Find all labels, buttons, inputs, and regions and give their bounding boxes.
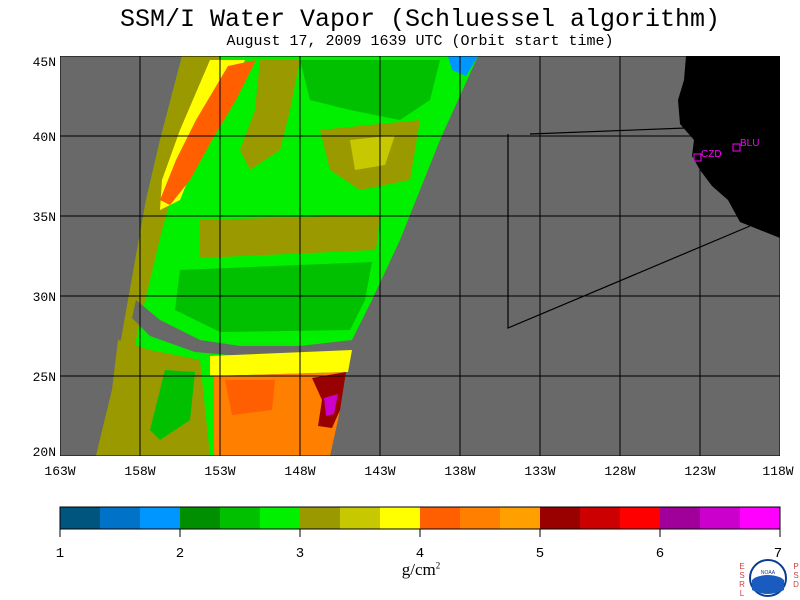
path-line: [529, 127, 687, 135]
colorbar-swatch: [380, 507, 421, 529]
colorbar-swatch: [300, 507, 341, 529]
colorbar-swatch: [740, 507, 781, 529]
station-label-blu: BLU: [740, 138, 759, 149]
colorbar-tick-label: 7: [774, 546, 782, 562]
colorbar-swatch: [580, 507, 621, 529]
colorbar-tick-label: 4: [416, 546, 424, 562]
colorbar-tick-label: 6: [656, 546, 664, 562]
lon-label: 138W: [444, 464, 475, 479]
path-line: [507, 134, 751, 329]
colorbar-swatch: [620, 507, 661, 529]
lon-label: 153W: [204, 464, 235, 479]
lat-label: 25N: [33, 370, 56, 385]
swath-orange-west: [160, 60, 256, 205]
lat-label: 35N: [33, 210, 56, 225]
swath-olive-mid: [240, 60, 300, 170]
lat-label: 30N: [33, 290, 56, 305]
lon-label: 128W: [604, 464, 635, 479]
colorbar-swatch: [60, 507, 101, 529]
noaa-logo: NOAA: [749, 559, 787, 597]
lat-label: 20N: [33, 445, 56, 460]
map-panel: [60, 56, 780, 456]
colorbar-swatch: [340, 507, 381, 529]
land-north-america: [678, 56, 780, 238]
station-marker-czd: [693, 153, 702, 162]
lat-label: 45N: [33, 55, 56, 70]
swath-south-green-strip: [150, 370, 195, 440]
station-label-czd: CZD: [701, 149, 722, 160]
lon-label: 148W: [284, 464, 315, 479]
graticule: [60, 56, 780, 456]
lat-label: 40N: [33, 130, 56, 145]
lon-label: 158W: [124, 464, 155, 479]
lon-label: 163W: [44, 464, 75, 479]
swath-south-magenta: [324, 394, 338, 416]
longitude-labels: 163W 158W 153W 148W 143W 138W 133W 128W …: [44, 464, 793, 479]
swath-yellow-mid: [350, 135, 395, 170]
station-marker-blu: [732, 143, 741, 152]
units-exponent: 2: [435, 560, 441, 571]
colorbar-swatch: [540, 507, 581, 529]
colorbar-tick-label: 3: [296, 546, 304, 562]
lon-label: 133W: [524, 464, 555, 479]
lon-label: 123W: [684, 464, 715, 479]
colorbar-tick-label: 5: [536, 546, 544, 562]
swath-dark-green-north: [300, 60, 440, 120]
colorbar-swatch: [100, 507, 141, 529]
colorbar-tick-label: 1: [56, 546, 64, 562]
swath-south-olive: [96, 340, 210, 456]
colorbar-swatch: [220, 507, 261, 529]
colorbar-swatch: [140, 507, 181, 529]
swath-data: [96, 56, 478, 456]
colorbar-tick-labels: 1 2 3 4 5 6 7: [56, 546, 782, 562]
colorbar-swatch: [420, 507, 461, 529]
colorbar-tick-label: 2: [176, 546, 184, 562]
map-subtitle: August 17, 2009 1639 UTC (Orbit start ti…: [226, 33, 614, 50]
lon-label: 143W: [364, 464, 395, 479]
colorbar-swatch: [700, 507, 741, 529]
colorbar: [59, 506, 781, 537]
lon-label: 118W: [762, 464, 793, 479]
swath-gap: [132, 300, 352, 356]
colorbar-swatch: [660, 507, 701, 529]
swath-south-yellow: [210, 350, 352, 376]
colorbar-units: g/cm2: [386, 560, 456, 580]
units-text: g/cm: [401, 560, 436, 579]
latitude-labels: 45N 40N 35N 30N 25N 20N: [33, 55, 56, 460]
swath-blue-corner: [448, 56, 478, 76]
colorbar-swatch: [460, 507, 501, 529]
colorbar-swatch: [500, 507, 541, 529]
map-title: SSM/I Water Vapor (Schluessel algorithm): [119, 5, 721, 34]
swath-south-orange-dark: [225, 380, 275, 415]
swath-olive-lower: [200, 215, 380, 258]
colorbar-swatch: [180, 507, 221, 529]
colorbar-swatch: [260, 507, 301, 529]
noaa-logo-text: NOAA: [761, 570, 776, 576]
swath-dark-green-south: [175, 262, 372, 332]
